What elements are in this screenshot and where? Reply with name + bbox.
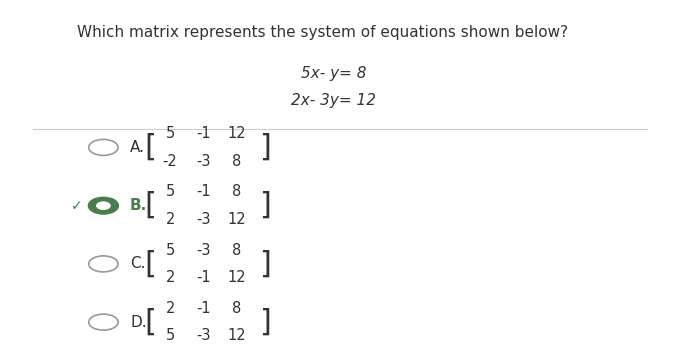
Text: [: [ xyxy=(144,191,156,220)
Text: 5: 5 xyxy=(166,242,174,258)
Text: 8: 8 xyxy=(232,184,241,199)
Text: 8: 8 xyxy=(232,242,241,258)
Text: A.: A. xyxy=(130,140,145,155)
Text: ✓: ✓ xyxy=(71,199,82,213)
Text: [: [ xyxy=(144,133,156,162)
Text: 12: 12 xyxy=(227,328,246,344)
Text: 8: 8 xyxy=(232,301,241,316)
Text: 5: 5 xyxy=(166,328,174,344)
Text: D.: D. xyxy=(130,314,147,330)
Text: B.: B. xyxy=(130,198,147,213)
Text: -2: -2 xyxy=(163,154,177,169)
Text: 2x- 3y= 12: 2x- 3y= 12 xyxy=(291,93,376,108)
Text: 2: 2 xyxy=(166,212,174,227)
Text: ]: ] xyxy=(259,249,271,278)
Text: ]: ] xyxy=(259,191,271,220)
Text: -1: -1 xyxy=(196,184,211,199)
Text: -3: -3 xyxy=(196,328,211,344)
Text: 5x- y= 8: 5x- y= 8 xyxy=(301,66,366,80)
Text: 5: 5 xyxy=(166,184,174,199)
Text: -1: -1 xyxy=(196,126,211,141)
Text: ]: ] xyxy=(259,308,271,337)
Text: 8: 8 xyxy=(232,154,241,169)
Text: [: [ xyxy=(144,308,156,337)
Text: -3: -3 xyxy=(196,242,211,258)
Text: -3: -3 xyxy=(196,154,211,169)
Circle shape xyxy=(89,198,118,214)
Text: 12: 12 xyxy=(227,270,246,285)
Text: 5: 5 xyxy=(166,126,174,141)
Text: Which matrix represents the system of equations shown below?: Which matrix represents the system of eq… xyxy=(77,25,568,40)
Text: -3: -3 xyxy=(196,212,211,227)
Text: 12: 12 xyxy=(227,126,246,141)
Text: -1: -1 xyxy=(196,270,211,285)
Text: 12: 12 xyxy=(227,212,246,227)
Text: [: [ xyxy=(144,249,156,278)
Text: 2: 2 xyxy=(166,270,174,285)
Circle shape xyxy=(97,202,110,209)
Text: -1: -1 xyxy=(196,301,211,316)
Text: ]: ] xyxy=(259,133,271,162)
Text: 2: 2 xyxy=(166,301,174,316)
Text: C.: C. xyxy=(130,256,146,272)
